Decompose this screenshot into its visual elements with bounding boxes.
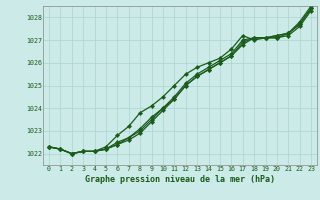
X-axis label: Graphe pression niveau de la mer (hPa): Graphe pression niveau de la mer (hPa) bbox=[85, 175, 275, 184]
